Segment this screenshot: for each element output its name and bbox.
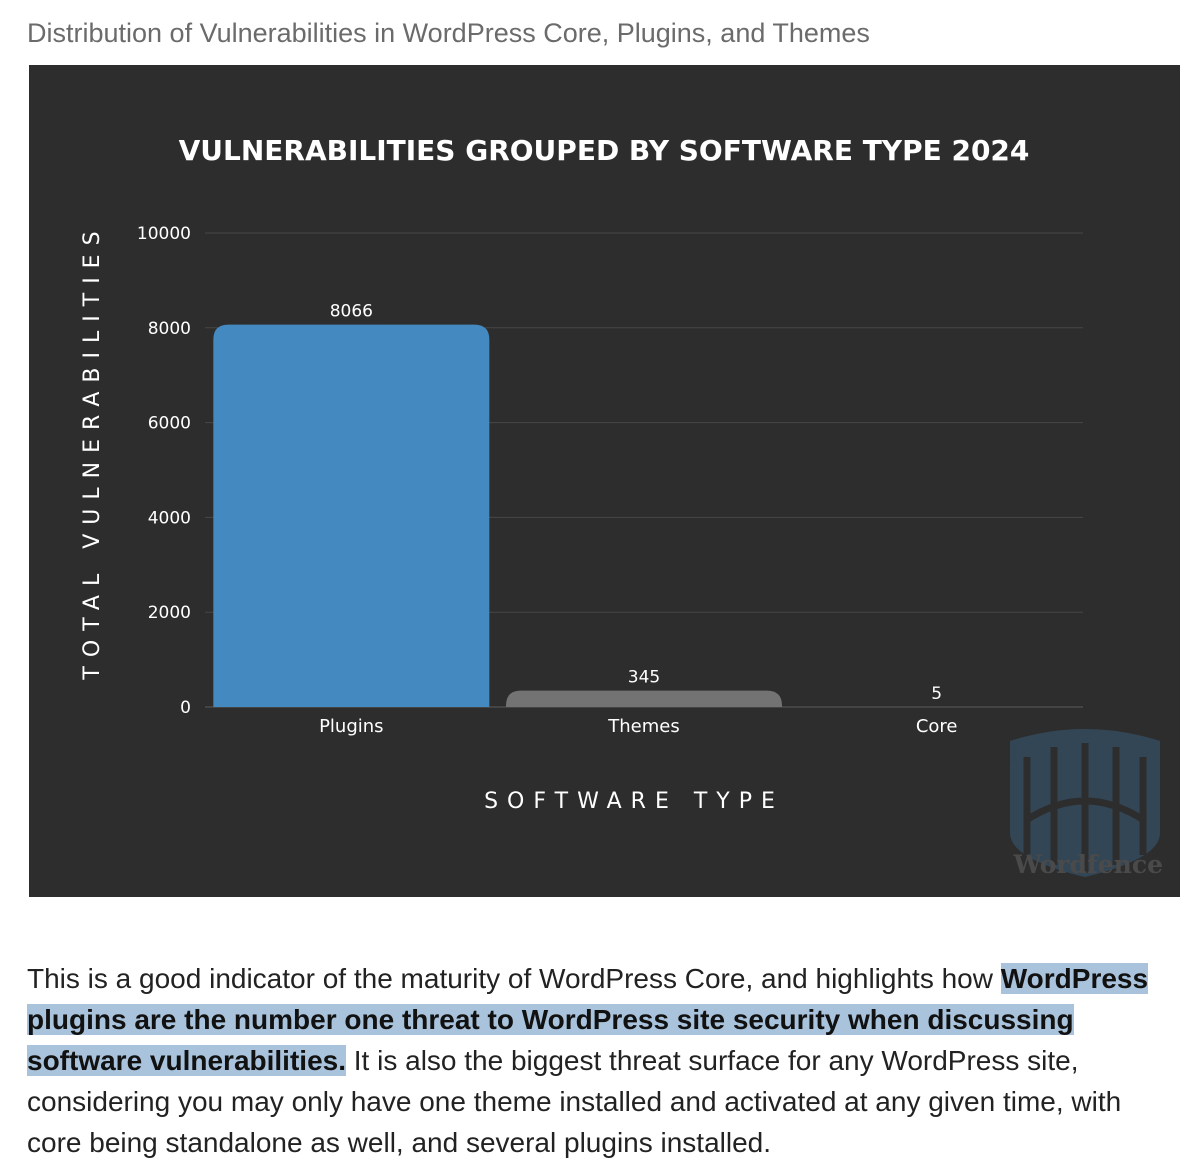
paragraph-text-rest: It is also the biggest threat surface fo… xyxy=(27,1045,1122,1158)
x-axis-categories: Plugins Themes Core xyxy=(319,716,957,737)
figure-caption: Distribution of Vulnerabilities in WordP… xyxy=(27,18,870,48)
data-labels: 8066 345 5 xyxy=(330,302,942,704)
chart-canvas: Wordfence VULNERABILITIES GROUPED BY SOF… xyxy=(80,134,1163,879)
y-tick-label: 2000 xyxy=(148,603,191,623)
paragraph-text-intro: This is a good indicator of the maturity… xyxy=(27,963,1001,994)
y-tick-label: 6000 xyxy=(148,414,191,434)
bars xyxy=(213,324,782,707)
x-tick-label-core: Core xyxy=(916,716,958,737)
x-tick-label-themes: Themes xyxy=(607,716,679,737)
data-label-core: 5 xyxy=(931,684,942,704)
body-paragraph: This is a good indicator of the maturity… xyxy=(27,958,1177,1163)
y-tick-label: 4000 xyxy=(148,508,191,528)
bar-chart: Wordfence VULNERABILITIES GROUPED BY SOF… xyxy=(29,65,1180,897)
y-axis-title: TOTAL VULNERABILITIES xyxy=(80,222,105,680)
y-tick-label: 0 xyxy=(180,698,191,718)
chart-title: VULNERABILITIES GROUPED BY SOFTWARE TYPE… xyxy=(179,134,1030,167)
y-tick-label: 10000 xyxy=(137,224,191,244)
x-tick-label-plugins: Plugins xyxy=(319,716,383,737)
y-tick-label: 8000 xyxy=(148,319,191,339)
data-label-themes: 345 xyxy=(628,668,660,688)
wordfence-watermark: Wordfence xyxy=(1010,729,1163,879)
data-label-plugins: 8066 xyxy=(330,302,373,322)
x-axis-title: SOFTWARE TYPE xyxy=(484,789,784,814)
y-axis-ticks: 0 2000 4000 6000 8000 10000 xyxy=(137,224,191,718)
bar-plugins xyxy=(213,324,490,707)
wordfence-brand-text: Wordfence xyxy=(1013,850,1163,879)
paragraph-highlight-period: . xyxy=(338,1045,346,1076)
wordfence-gate-shield-icon xyxy=(1010,729,1160,877)
bar-themes xyxy=(506,690,782,707)
